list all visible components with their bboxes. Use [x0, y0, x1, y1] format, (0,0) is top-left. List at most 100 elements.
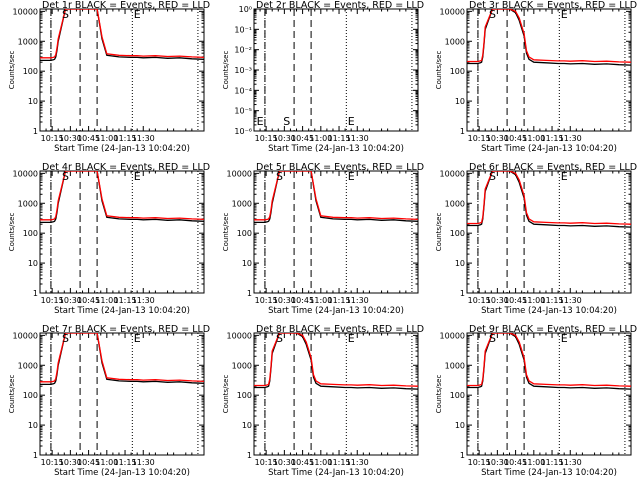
y-tick-label: 10⁻¹ [234, 25, 252, 34]
detector-panel: Det 3r BLACK = Events, RED = LLD10:1510:… [435, 0, 637, 154]
y-tick-label: 100 [23, 391, 38, 400]
x-tick-label: 11:00 [309, 296, 332, 305]
x-tick-label: 11:15 [114, 458, 137, 467]
plot-frame [466, 8, 632, 132]
x-axis-label: Start Time (24-Jan-13 10:04:20) [54, 468, 190, 478]
panel-title: Det 9r BLACK = Events, RED = LLD [469, 324, 637, 335]
x-tick-label: 11:00 [95, 458, 118, 467]
y-tick-label: 10000 [13, 7, 38, 16]
panel-title: Det 1r BLACK = Events, RED = LLD [42, 0, 210, 11]
y-tick-label: 1000 [232, 361, 252, 370]
y-tick-label: 1 [33, 127, 38, 136]
region-marker: S [62, 332, 69, 345]
plot-frame [466, 332, 632, 456]
y-axis-label: Counts/sec [222, 375, 230, 414]
x-axis-label: Start Time (24-Jan-13 10:04:20) [268, 468, 404, 478]
region-marker: E [561, 170, 568, 183]
events-series-line [40, 333, 204, 386]
detector-panel: Det 4r BLACK = Events, RED = LLD10:1510:… [8, 162, 210, 316]
y-tick-label: 1000 [18, 361, 38, 370]
x-tick-label: 11:15 [541, 296, 564, 305]
y-tick-label: 10⁻⁴ [234, 86, 252, 95]
x-axis-label: Start Time (24-Jan-13 10:04:20) [481, 468, 617, 478]
x-tick-label: 10:15 [468, 296, 491, 305]
x-tick-label: 11:30 [559, 296, 582, 305]
x-tick-label: 10:15 [255, 296, 278, 305]
detector-panel: Det 7r BLACK = Events, RED = LLD10:1510:… [8, 324, 210, 478]
x-tick-label: 11:30 [132, 134, 155, 143]
region-marker: E [257, 115, 264, 128]
region-marker: S [489, 332, 496, 345]
x-tick-label: 10:30 [486, 458, 509, 467]
region-marker: E [561, 332, 568, 345]
y-tick-label: 1 [460, 289, 465, 298]
x-tick-label: 11:30 [346, 296, 369, 305]
lld-series-line [254, 333, 418, 387]
x-tick-label: 10:45 [504, 296, 527, 305]
x-tick-label: 11:15 [114, 134, 137, 143]
panel-title: Det 5r BLACK = Events, RED = LLD [256, 162, 424, 173]
y-tick-label: 100 [450, 229, 465, 238]
x-tick-label: 10:30 [486, 134, 509, 143]
events-series-line [40, 171, 204, 224]
x-tick-label: 11:00 [309, 134, 332, 143]
y-tick-label: 10 [28, 421, 38, 430]
y-axis-label: Counts/sec [8, 375, 16, 414]
y-tick-label: 10000 [13, 169, 38, 178]
y-tick-label: 10 [28, 259, 38, 268]
x-tick-label: 11:30 [559, 134, 582, 143]
x-tick-label: 10:15 [255, 458, 278, 467]
lld-series-line [467, 333, 631, 387]
region-marker: S [276, 170, 283, 183]
lld-series-line [254, 171, 418, 221]
x-axis-label: Start Time (24-Jan-13 10:04:20) [54, 306, 190, 316]
lld-series-line [40, 9, 204, 59]
x-tick-label: 11:30 [346, 134, 369, 143]
x-tick-label: 10:30 [273, 458, 296, 467]
y-tick-label: 10⁻² [234, 46, 252, 55]
x-tick-label: 11:00 [95, 134, 118, 143]
y-tick-label: 10000 [13, 331, 38, 340]
x-axis-label: Start Time (24-Jan-13 10:04:20) [481, 306, 617, 316]
y-tick-label: 1000 [232, 199, 252, 208]
y-axis-label: Counts/sec [8, 51, 16, 90]
y-tick-label: 1000 [445, 361, 465, 370]
region-marker: E [134, 170, 141, 183]
x-axis-label: Start Time (24-Jan-13 10:04:20) [54, 144, 190, 154]
y-tick-label: 10 [455, 421, 465, 430]
y-tick-label: 1000 [18, 199, 38, 208]
y-tick-label: 1000 [445, 199, 465, 208]
y-tick-label: 100 [23, 67, 38, 76]
y-tick-label: 100 [450, 67, 465, 76]
panel-title: Det 8r BLACK = Events, RED = LLD [256, 324, 424, 335]
y-tick-label: 10⁰ [239, 5, 252, 14]
y-tick-label: 10 [455, 259, 465, 268]
y-tick-label: 10000 [440, 169, 465, 178]
detector-panel: Det 6r BLACK = Events, RED = LLD10:1510:… [435, 162, 637, 316]
y-axis-label: Counts/sec [222, 213, 230, 252]
region-marker: E [348, 115, 355, 128]
panel-title: Det 2r BLACK = Events, RED = LLD [256, 0, 424, 11]
y-tick-label: 10 [242, 421, 252, 430]
x-tick-label: 10:30 [273, 296, 296, 305]
x-tick-label: 10:30 [59, 296, 82, 305]
detector-panel: Det 5r BLACK = Events, RED = LLD10:1510:… [222, 162, 424, 316]
y-tick-label: 10 [28, 97, 38, 106]
detector-panel: Det 1r BLACK = Events, RED = LLD10:1510:… [8, 0, 210, 154]
x-tick-label: 10:30 [59, 458, 82, 467]
y-tick-label: 1 [247, 289, 252, 298]
x-tick-label: 11:00 [95, 296, 118, 305]
x-tick-label: 10:45 [291, 296, 314, 305]
region-marker: E [561, 8, 568, 21]
region-marker: S [276, 332, 283, 345]
x-tick-label: 11:15 [328, 458, 351, 467]
x-tick-label: 10:45 [77, 296, 100, 305]
x-tick-label: 10:30 [486, 296, 509, 305]
x-tick-label: 10:15 [41, 458, 64, 467]
events-series-line [40, 9, 204, 62]
y-tick-label: 1 [33, 289, 38, 298]
x-tick-label: 11:30 [132, 296, 155, 305]
y-tick-label: 1 [33, 451, 38, 460]
x-tick-label: 10:15 [468, 458, 491, 467]
